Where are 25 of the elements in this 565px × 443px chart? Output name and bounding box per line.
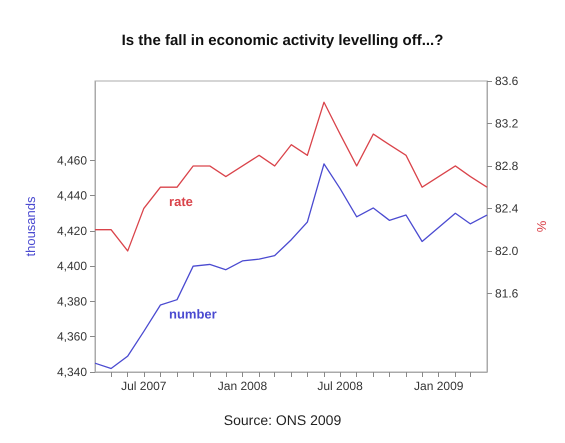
line-series — [94, 102, 488, 252]
series-label: rate — [169, 194, 193, 210]
y2-tick-label: 81.6 — [495, 286, 519, 300]
y2-axis-title: % — [534, 220, 549, 232]
y2-tick-label: 82.4 — [495, 201, 519, 216]
line-series — [94, 163, 488, 370]
x-tick-label: Jan 2009 — [414, 379, 464, 393]
y2-tick-label: 83.2 — [495, 116, 519, 130]
y-tick-label: 4,340 — [56, 365, 88, 379]
x-tick-label: Jan 2008 — [218, 379, 268, 393]
y2-tick-label: 83.6 — [495, 74, 519, 88]
y-axis-title: thousands — [23, 196, 38, 256]
source-note: Source: ONS 2009 — [224, 412, 342, 428]
x-tick-label: Jul 2007 — [121, 379, 167, 393]
y-tick-label: 4,360 — [56, 330, 88, 344]
chart-title: Is the fall in economic activity levelling off...? — [122, 32, 444, 49]
series-label: number — [169, 306, 217, 322]
y-tick-label: 4,420 — [56, 224, 88, 238]
y-tick-label: 4,400 — [56, 259, 88, 274]
x-tick-label: Jul 2008 — [317, 379, 364, 393]
y2-tick-label: 82.8 — [495, 158, 519, 173]
y-tick-label: 4,460 — [56, 153, 88, 168]
y-tick-label: 4,380 — [56, 294, 88, 308]
y2-tick-label: 82.0 — [495, 244, 519, 258]
y-tick-label: 4,440 — [56, 188, 88, 203]
